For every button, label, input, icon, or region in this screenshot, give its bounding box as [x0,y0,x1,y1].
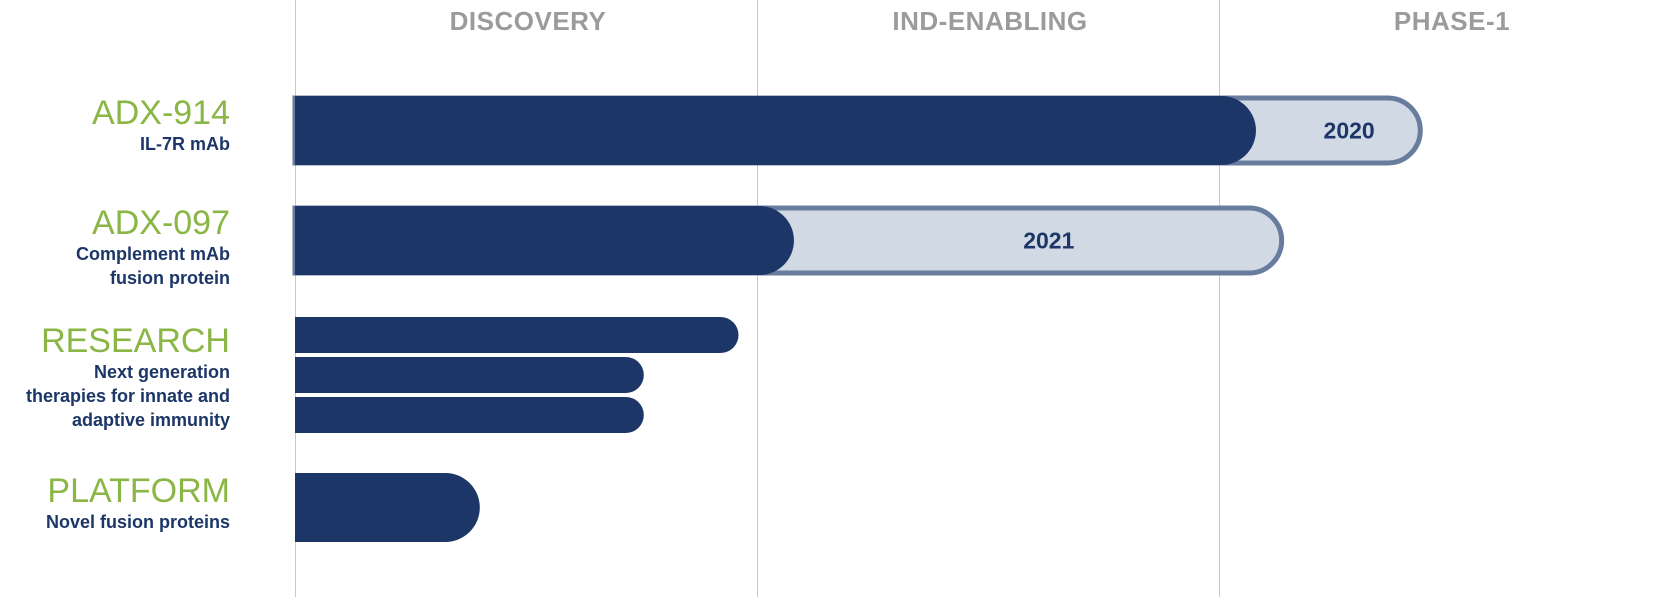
row-label-platform: PLATFORM Novel fusion proteins [46,472,230,534]
program-name: PLATFORM [47,472,230,510]
program-description: IL-7R mAb [140,134,230,154]
row-label-adx-097: ADX-097 Complement mAb fusion protein [76,204,230,290]
program-name: ADX-914 [92,94,230,132]
program-description: Next generation therapies for innate and… [25,362,230,430]
pipeline-bars: 2020 2021 [292,95,1423,542]
completed-progress-bar [295,96,1256,165]
milestone-year-label: 2020 [1324,118,1375,144]
row-label-adx-914: ADX-914 IL-7R mAb [92,94,230,156]
program-name: RESEARCH [41,322,230,360]
row-label-research: RESEARCH Next generation therapies for i… [26,322,230,432]
phase-header-phase-1: PHASE-1 [1393,6,1511,36]
milestone-year-label: 2021 [1023,228,1074,254]
program-name: ADX-097 [92,204,230,242]
completed-progress-bar [295,357,644,393]
completed-progress-bar [295,473,480,542]
phase-header-discovery: DISCOVERY [449,6,607,36]
completed-progress-bar [295,206,794,275]
phase-header-ind-enabling: IND-ENABLING [892,6,1088,36]
program-description: Novel fusion proteins [45,512,230,532]
program-description: Complement mAb fusion protein [75,244,230,288]
completed-progress-bar [295,397,644,433]
completed-progress-bar [295,317,739,353]
